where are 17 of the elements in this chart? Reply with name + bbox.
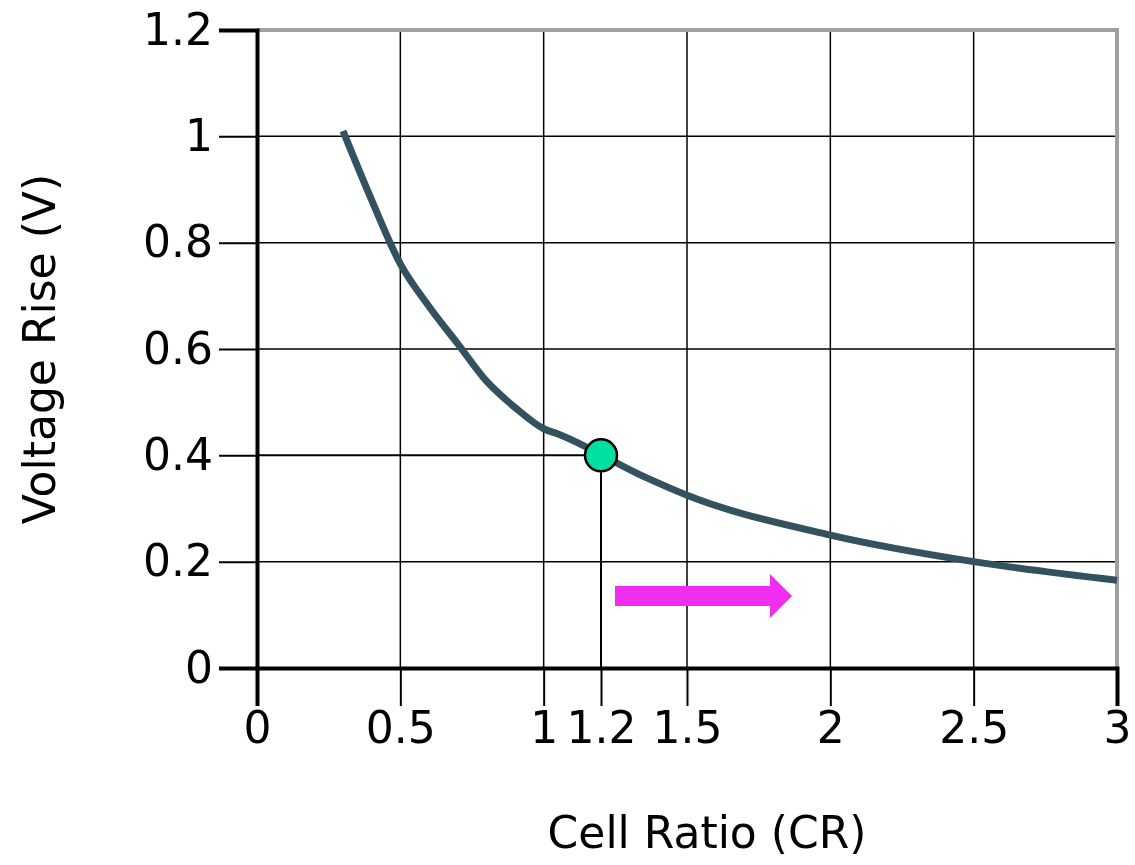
x-tick-label: 2.5 (939, 702, 1010, 754)
x-tick-label: 0.5 (365, 702, 436, 754)
y-tick-label: 0.8 (143, 216, 213, 268)
x-tick-label: 1.5 (652, 702, 723, 754)
y-tick-label: 1 (185, 109, 213, 161)
x-tick-label: 3 (1103, 702, 1132, 754)
y-tick-label: 0.6 (143, 322, 213, 374)
x-tick-label: 1 (530, 702, 559, 754)
x-tick-label: 0 (243, 702, 272, 754)
y-axis-title: Voltage Rise (V) (14, 173, 65, 525)
y-tick-label: 1.2 (143, 3, 213, 55)
x-axis-title: Cell Ratio (CR) (547, 807, 867, 858)
x-tick-label: 2 (816, 702, 845, 754)
x-tick-label: 1.2 (566, 702, 637, 754)
y-tick-label: 0.2 (143, 535, 213, 587)
y-tick-label: 0 (185, 641, 213, 693)
y-tick-label: 0.4 (143, 428, 213, 480)
